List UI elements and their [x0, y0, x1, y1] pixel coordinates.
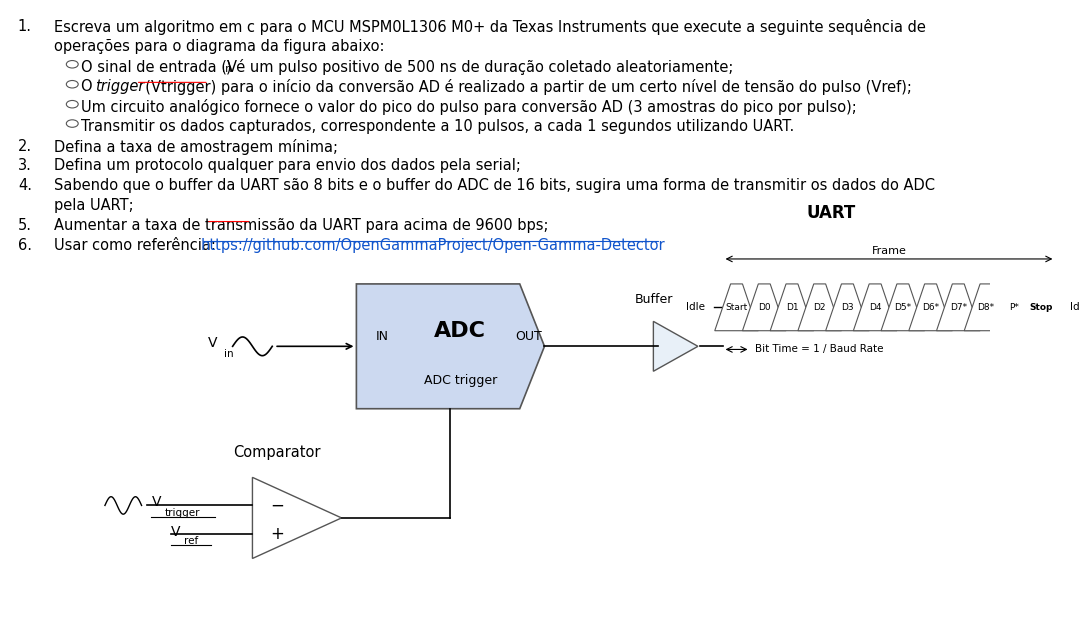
Polygon shape — [798, 284, 841, 331]
Text: D5*: D5* — [894, 303, 912, 312]
Text: OUT: OUT — [515, 331, 541, 343]
Polygon shape — [742, 284, 786, 331]
Text: D6*: D6* — [922, 303, 940, 312]
Text: Bit Time = 1 / Baud Rate: Bit Time = 1 / Baud Rate — [755, 344, 883, 354]
Text: https://github.com/OpenGammaProject/Open-Gamma-Detector: https://github.com/OpenGammaProject/Open… — [201, 238, 665, 253]
Text: Idle: Idle — [687, 302, 705, 313]
Text: 4.: 4. — [17, 178, 31, 193]
Text: 5.: 5. — [17, 218, 31, 233]
Text: V: V — [172, 525, 180, 539]
Text: O: O — [81, 79, 97, 94]
Text: Start: Start — [726, 303, 747, 312]
Polygon shape — [964, 284, 1008, 331]
Polygon shape — [715, 284, 758, 331]
Text: Idle: Idle — [1069, 302, 1080, 313]
Text: 6.: 6. — [17, 238, 31, 253]
Text: Comparator: Comparator — [233, 445, 321, 460]
Polygon shape — [853, 284, 896, 331]
Text: D1: D1 — [785, 303, 798, 312]
Text: −: − — [270, 497, 284, 514]
Text: in: in — [224, 349, 233, 359]
Text: Defina a taxa de amostragem mínima;: Defina a taxa de amostragem mínima; — [54, 139, 338, 155]
Text: +: + — [270, 525, 284, 542]
Text: ref: ref — [184, 536, 199, 546]
Polygon shape — [881, 284, 924, 331]
Text: Stop: Stop — [1029, 303, 1053, 312]
Text: D2: D2 — [813, 303, 826, 312]
Text: ) é um pulso positivo de 500 ns de duração coletado aleatoriamente;: ) é um pulso positivo de 500 ns de duraç… — [226, 59, 733, 76]
Text: V: V — [151, 495, 161, 509]
Polygon shape — [653, 321, 698, 371]
Text: D0: D0 — [758, 303, 770, 312]
Polygon shape — [825, 284, 869, 331]
Text: D4: D4 — [869, 303, 881, 312]
Text: operações para o diagrama da figura abaixo:: operações para o diagrama da figura abai… — [54, 39, 384, 54]
Text: Aumentar a taxa de transmissão da UART para acima de 9600 bps;: Aumentar a taxa de transmissão da UART p… — [54, 218, 549, 233]
Text: trigger: trigger — [95, 79, 145, 94]
Text: (Vtrigger) para o início da conversão AD é realizado a partir de um certo nível : (Vtrigger) para o início da conversão AD… — [136, 79, 912, 95]
Text: D3: D3 — [841, 303, 853, 312]
Polygon shape — [908, 284, 953, 331]
Text: trigger: trigger — [164, 508, 200, 518]
Text: O sinal de entrada (V: O sinal de entrada (V — [81, 59, 238, 74]
Text: ADC trigger: ADC trigger — [423, 374, 497, 387]
Text: UART: UART — [807, 203, 856, 222]
Text: Um circuito analógico fornece o valor do pico do pulso para conversão AD (3 amos: Um circuito analógico fornece o valor do… — [81, 99, 856, 115]
Polygon shape — [1020, 284, 1063, 331]
Text: Buffer: Buffer — [635, 293, 673, 306]
Text: Escreva um algoritmo em c para o MCU MSPM0L1306 M0+ da Texas Instruments que exe: Escreva um algoritmo em c para o MCU MSP… — [54, 19, 927, 35]
Text: pela UART;: pela UART; — [54, 198, 134, 213]
Text: P*: P* — [1009, 303, 1018, 312]
Text: Defina um protocolo qualquer para envio dos dados pela serial;: Defina um protocolo qualquer para envio … — [54, 158, 522, 173]
Text: IN: IN — [376, 331, 389, 343]
Polygon shape — [356, 284, 544, 409]
Polygon shape — [991, 284, 1036, 331]
Text: Usar como referência:: Usar como referência: — [54, 238, 221, 253]
Text: 1.: 1. — [17, 19, 31, 34]
Text: V: V — [208, 336, 218, 350]
Text: 3.: 3. — [17, 158, 31, 173]
Polygon shape — [770, 284, 813, 331]
Text: D7*: D7* — [949, 303, 967, 312]
Text: 2.: 2. — [17, 139, 32, 154]
Text: in: in — [221, 64, 232, 74]
Text: Transmitir os dados capturados, correspondente a 10 pulsos, a cada 1 segundos ut: Transmitir os dados capturados, correspo… — [81, 119, 795, 134]
Text: Frame: Frame — [872, 246, 906, 256]
Text: D8*: D8* — [977, 303, 995, 312]
Polygon shape — [936, 284, 980, 331]
Text: Sabendo que o buffer da UART são 8 bits e o buffer do ADC de 16 bits, sugira uma: Sabendo que o buffer da UART são 8 bits … — [54, 178, 935, 193]
Text: ADC: ADC — [434, 321, 486, 341]
Polygon shape — [253, 477, 341, 558]
